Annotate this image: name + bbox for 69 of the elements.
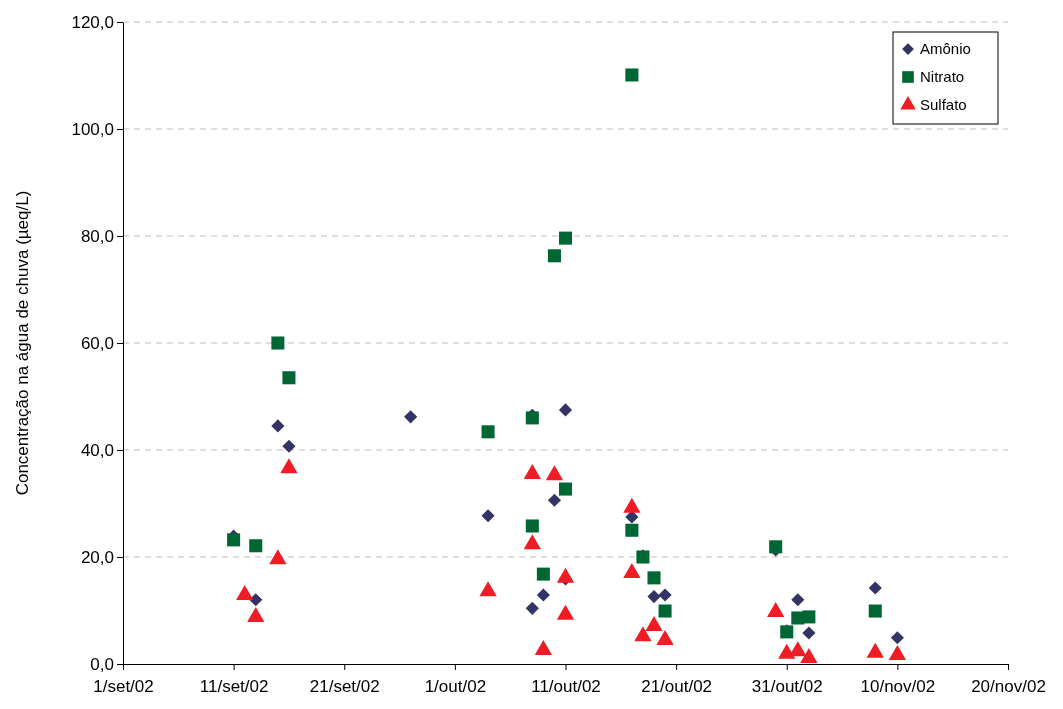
point xyxy=(271,419,285,433)
point xyxy=(523,534,541,550)
point xyxy=(866,642,884,658)
point xyxy=(645,616,663,632)
x-tick-label: 1/out/02 xyxy=(424,676,487,696)
y-tick-label: 0,0 xyxy=(90,654,114,674)
point xyxy=(802,610,816,624)
x-tick-label: 1/set/02 xyxy=(93,676,154,696)
point xyxy=(658,604,672,618)
point xyxy=(558,231,573,245)
point xyxy=(227,533,241,547)
point xyxy=(280,458,298,474)
x-tick-label: 20/nov/02 xyxy=(971,676,1046,696)
point xyxy=(404,410,418,424)
point xyxy=(534,640,553,656)
point xyxy=(623,563,641,579)
point xyxy=(536,567,550,581)
point xyxy=(523,464,541,480)
x-tick-label: 10/nov/02 xyxy=(860,676,936,696)
point xyxy=(536,588,550,602)
point xyxy=(558,482,573,496)
y-tick-label: 80,0 xyxy=(80,226,114,246)
y-tick-label: 40,0 xyxy=(80,440,114,460)
x-tick-label: 11/out/02 xyxy=(531,676,601,696)
y-tick-label: 120,0 xyxy=(71,12,114,32)
legend-label: Amônio xyxy=(920,40,971,58)
point xyxy=(271,336,285,350)
point xyxy=(249,593,263,607)
point xyxy=(556,604,575,620)
point xyxy=(625,68,639,82)
point xyxy=(868,604,882,618)
point xyxy=(789,641,807,657)
point xyxy=(625,523,639,537)
point xyxy=(282,439,296,453)
point xyxy=(647,590,661,604)
point xyxy=(545,465,564,481)
point xyxy=(481,425,495,439)
x-tick-label: 21/out/02 xyxy=(641,676,713,696)
point xyxy=(525,519,539,533)
point xyxy=(647,571,661,585)
point xyxy=(868,581,882,595)
point xyxy=(282,371,296,385)
y-tick-label: 20,0 xyxy=(80,547,114,567)
point xyxy=(800,648,818,664)
point xyxy=(890,631,904,645)
point xyxy=(525,601,539,615)
y-tick-label: 100,0 xyxy=(71,119,114,139)
point xyxy=(269,549,287,565)
y-axis-title: Concentração na água de chuva (µeq/L) xyxy=(13,190,32,496)
point xyxy=(249,539,263,553)
point xyxy=(558,403,573,417)
point xyxy=(778,643,796,659)
point xyxy=(634,626,652,642)
point xyxy=(547,249,561,263)
point xyxy=(791,593,805,607)
point xyxy=(481,509,495,523)
legend-label: Sulfato xyxy=(920,96,967,114)
x-tick-label: 11/set/02 xyxy=(199,676,269,696)
point xyxy=(802,626,816,640)
point xyxy=(625,510,639,524)
legend-label: Nitrato xyxy=(920,68,965,86)
point xyxy=(479,581,497,597)
x-tick-label: 21/set/02 xyxy=(309,676,380,696)
point xyxy=(658,588,672,602)
point xyxy=(767,602,785,618)
y-tick-label: 60,0 xyxy=(80,333,114,353)
point xyxy=(888,644,907,660)
point xyxy=(547,493,562,507)
x-tick-label: 31/out/02 xyxy=(751,676,823,696)
